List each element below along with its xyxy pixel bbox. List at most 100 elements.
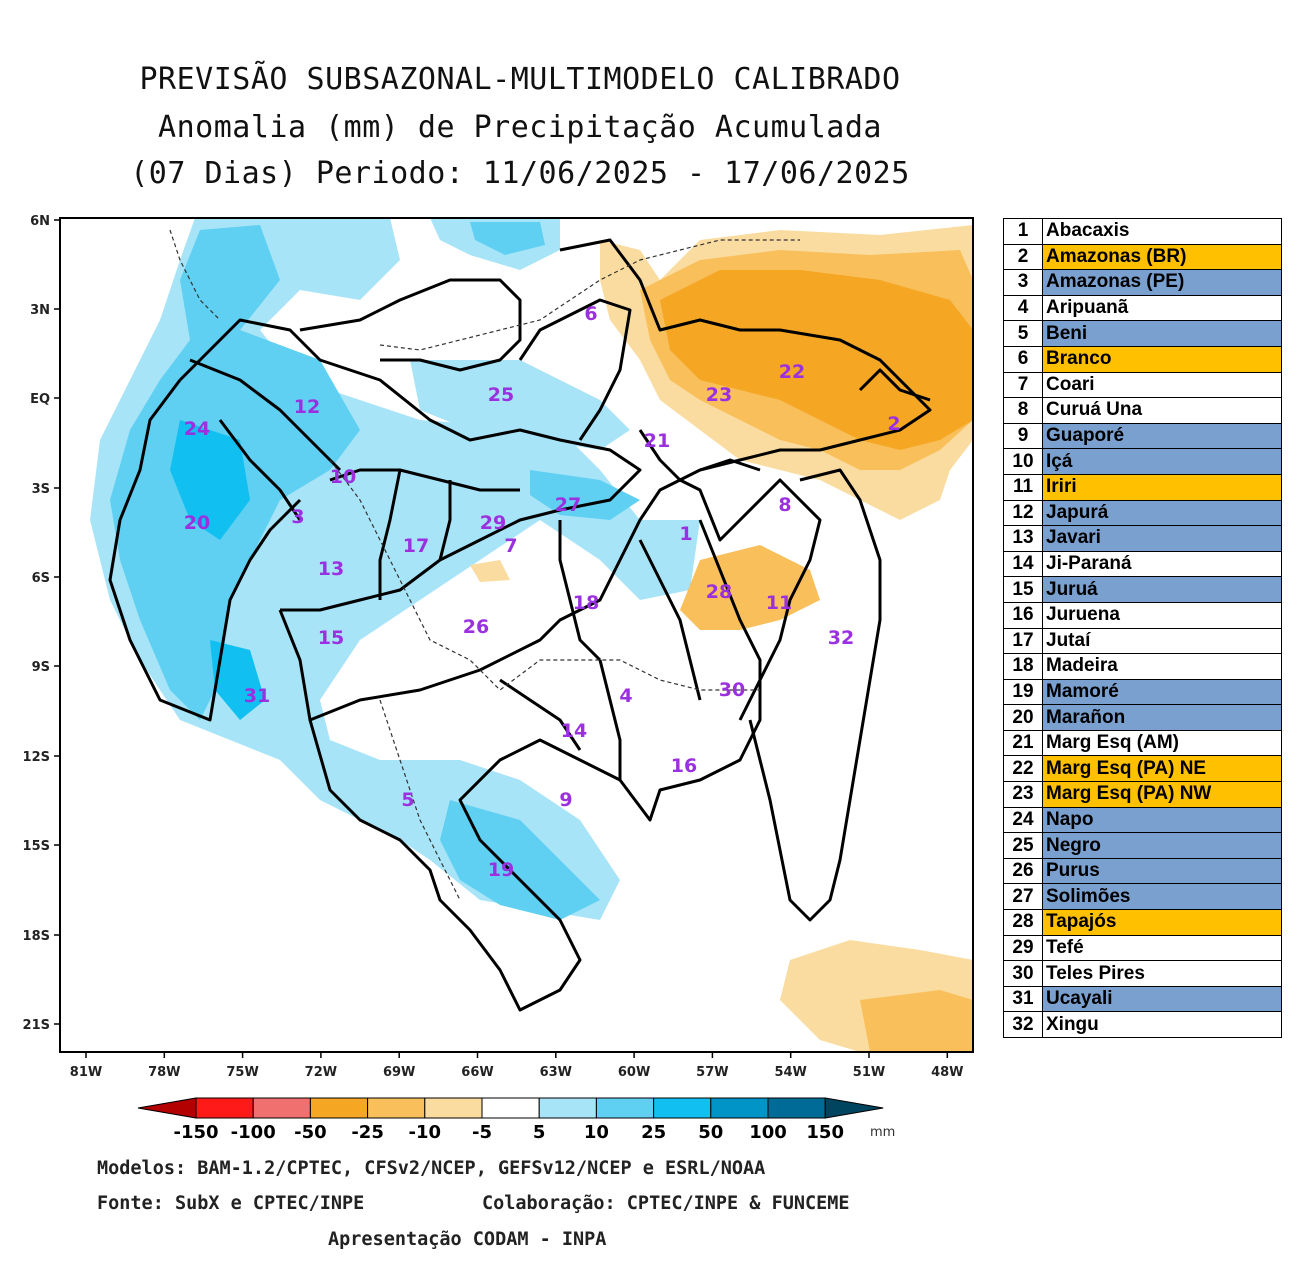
legend-basin-name: Marg Esq (PA) NW (1042, 781, 1282, 808)
lat-tick-label: 6N (30, 214, 50, 229)
basin-legend-table: 1 Abacaxis 2 Amazonas (BR) 3 Amazonas (PE) 4 Ar… (1003, 218, 1282, 1038)
colorbar-label: 150 (806, 1122, 844, 1143)
lon-tick-label: 48W (931, 1065, 963, 1080)
basin-label-17: 17 (403, 535, 429, 557)
basin-label-5: 5 (401, 789, 414, 811)
legend-row: 6 Branco (1003, 345, 1282, 373)
legend-number: 7 (1003, 371, 1043, 399)
basin-label-7: 7 (504, 535, 517, 557)
legend-number: 11 (1003, 473, 1043, 501)
legend-row: 31 Ucayali (1003, 985, 1282, 1013)
colorbar-label: -5 (472, 1122, 492, 1143)
legend-basin-name: Marañon (1042, 704, 1282, 731)
dry-strong-northeast (660, 270, 973, 450)
legend-basin-name: Xingu (1042, 1011, 1282, 1038)
basin-label-28: 28 (706, 581, 732, 603)
legend-row: 7 Coari (1003, 371, 1282, 399)
legend-row: 11 Iriri (1003, 473, 1282, 501)
legend-basin-name: Juruena (1042, 601, 1282, 629)
footer-collaboration: Colaboração: CPTEC/INPE & FUNCEME (482, 1193, 850, 1214)
basin-label-21: 21 (644, 430, 670, 452)
basin-label-32: 32 (828, 627, 854, 649)
legend-row: 4 Aripuanã (1003, 294, 1282, 322)
colorbar-label: 25 (641, 1122, 666, 1143)
basin-label-9: 9 (559, 789, 572, 811)
legend-basin-name: Abacaxis (1042, 218, 1282, 245)
legend-number: 14 (1003, 550, 1043, 578)
legend-row: 15 Juruá (1003, 576, 1282, 603)
legend-number: 17 (1003, 627, 1043, 655)
legend-row: 28 Tapajós (1003, 909, 1282, 936)
title-line-3: (07 Dias) Periodo: 11/06/2025 - 17/06/20… (130, 156, 910, 191)
lon-tick-label: 63W (540, 1065, 572, 1080)
legend-basin-name: Tefé (1042, 934, 1282, 962)
basin-label-18: 18 (573, 592, 599, 614)
legend-number: 5 (1003, 320, 1043, 347)
basin-label-29: 29 (480, 512, 506, 534)
legend-basin-name: Curuá Una (1042, 397, 1282, 424)
colorbar-label: -50 (294, 1122, 327, 1143)
legend-basin-name: Marg Esq (AM) (1042, 729, 1282, 757)
colorbar-unit: mm (870, 1125, 895, 1140)
legend-row: 32 Xingu (1003, 1011, 1282, 1038)
colorbar-bin (309, 1097, 369, 1119)
basin-label-19: 19 (488, 859, 514, 881)
footer-source: Fonte: SubX e CPTEC/INPE (97, 1193, 365, 1214)
basin-outlines (108, 238, 932, 1012)
basin-label-6: 6 (584, 303, 597, 325)
legend-row: 2 Amazonas (BR) (1003, 243, 1282, 271)
legend-number: 3 (1003, 269, 1043, 296)
legend-number: 20 (1003, 704, 1043, 731)
legend-basin-name: Aripuanã (1042, 294, 1282, 322)
legend-basin-name: Purus (1042, 857, 1282, 885)
legend-number: 32 (1003, 1011, 1043, 1038)
legend-basin-name: Branco (1042, 345, 1282, 373)
legend-basin-name: Negro (1042, 832, 1282, 859)
legend-row: 3 Amazonas (PE) (1003, 269, 1282, 296)
colorbar-bin (653, 1097, 712, 1119)
legend-basin-name: Ji-Paraná (1042, 550, 1282, 578)
lon-tick-label: 81W (70, 1065, 102, 1080)
wet-strong-4 (530, 470, 640, 520)
legend-number: 19 (1003, 678, 1043, 706)
basin-label-3: 3 (291, 506, 304, 528)
legend-row: 8 Curuá Una (1003, 397, 1282, 424)
legend-basin-name: Juruá (1042, 576, 1282, 603)
legend-number: 10 (1003, 448, 1043, 475)
legend-number: 30 (1003, 960, 1043, 987)
legend-number: 24 (1003, 806, 1043, 834)
legend-row: 22 Marg Esq (PA) NE (1003, 755, 1282, 783)
legend-basin-name: Marg Esq (PA) NE (1042, 755, 1282, 783)
wet-strong-2 (440, 800, 600, 920)
legend-number: 15 (1003, 576, 1043, 603)
legend-row: 29 Tefé (1003, 934, 1282, 962)
basin-label-10: 10 (330, 466, 356, 488)
basin-label-8: 8 (778, 494, 791, 516)
colorbar-min-arrow (137, 1097, 197, 1119)
dry-small-1 (470, 560, 510, 582)
lat-tick-label: 12S (23, 750, 50, 765)
country-borders (169, 229, 800, 901)
legend-number: 26 (1003, 857, 1043, 885)
wet-core (170, 420, 250, 540)
basin-label-31: 31 (244, 685, 270, 707)
lat-tick-label: 6S (32, 571, 50, 586)
legend-basin-name: Napo (1042, 806, 1282, 834)
legend-basin-name: Iriri (1042, 473, 1282, 501)
legend-basin-name: Içá (1042, 448, 1282, 475)
colorbar-bin (252, 1097, 311, 1119)
lon-tick-label: 51W (853, 1065, 885, 1080)
legend-basin-name: Javari (1042, 525, 1282, 552)
legend-basin-name: Mamoré (1042, 678, 1282, 706)
legend-row: 16 Juruena (1003, 601, 1282, 629)
legend-row: 21 Marg Esq (AM) (1003, 729, 1282, 757)
legend-row: 19 Mamoré (1003, 678, 1282, 706)
legend-basin-name: Amazonas (BR) (1042, 243, 1282, 271)
legend-row: 1 Abacaxis (1003, 218, 1282, 245)
footer-models: Modelos: BAM-1.2/CPTEC, CFSv2/NCEP, GEFS… (97, 1158, 766, 1179)
legend-basin-name: Tapajós (1042, 909, 1282, 936)
basin-number-labels: 1234567891011121314151617181920212223242… (184, 303, 901, 881)
colorbar-max-arrow (824, 1097, 884, 1119)
legend-number: 6 (1003, 345, 1043, 373)
